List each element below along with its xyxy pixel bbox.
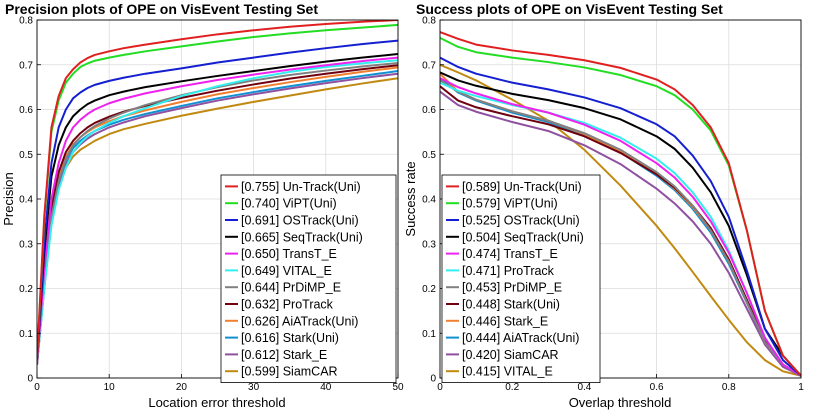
precision-series-line (37, 39, 398, 361)
success-legend-entry: [0.474] TransT_E (462, 247, 558, 261)
precision-legend-entry: [0.650] TransT_E (241, 247, 337, 261)
success-series-line (440, 90, 801, 377)
precision-lines-group (37, 20, 398, 365)
success-legend-entry: [0.420] SiamCAR (462, 348, 559, 362)
precision-chart: Precision plots of OPE on VisEvent Testi… (1, 1, 404, 410)
precision-y-tick-label: 0.2 (19, 284, 33, 295)
precision-series-line (37, 20, 398, 361)
success-y-tick-label: 0.6 (422, 105, 436, 116)
precision-x-tick-label: 40 (320, 382, 332, 393)
success-x-axis-label: Overlap threshold (569, 395, 672, 410)
precision-x-tick-label: 30 (248, 382, 260, 393)
precision-series-line (37, 56, 398, 365)
success-legend-entry: [0.504] SeqTrack(Uni) (462, 230, 584, 244)
success-x-tick-label: 0.8 (722, 382, 736, 393)
precision-legend-entry: [0.599] SiamCAR (241, 365, 338, 379)
precision-x-tick-label: 0 (34, 382, 40, 393)
precision-series-line (37, 64, 398, 365)
success-legend-entry: [0.471] ProTrack (462, 264, 555, 278)
success-y-tick-label: 0.8 (422, 16, 436, 27)
precision-legend-entry: [0.649] VITAL_E (241, 264, 332, 278)
success-y-tick-label: 0.1 (422, 329, 436, 340)
precision-y-axis-label: Precision (1, 172, 16, 225)
precision-y-tick-label: 0.8 (19, 16, 33, 27)
success-chart-title: Success plots of OPE on VisEvent Testing… (416, 1, 723, 17)
success-y-tick-label: 0.7 (422, 60, 436, 71)
success-legend-entry: [0.589] Un-Track(Uni) (462, 180, 582, 194)
success-series-line (440, 79, 801, 377)
precision-legend-entry: [0.740] ViPT(Uni) (241, 197, 337, 211)
precision-x-axis-label: Location error threshold (148, 395, 285, 410)
precision-legend-entry: [0.632] ProTrack (241, 298, 334, 312)
success-legend-entry: [0.448] Stark(Uni) (462, 298, 560, 312)
success-legend-entry: [0.579] ViPT(Uni) (462, 197, 558, 211)
precision-chart-title: Precision plots of OPE on VisEvent Testi… (5, 1, 318, 17)
success-series-lines (440, 31, 801, 377)
success-legend-box (441, 174, 601, 384)
precision-y-tick-label: 0.7 (19, 60, 33, 71)
precision-legend-entry: [0.626] AiATrack(Uni) (241, 314, 358, 328)
precision-legend-entry: [0.755] Un-Track(Uni) (241, 180, 361, 194)
precision-series-lines (37, 20, 398, 365)
precision-legend-box (220, 174, 397, 384)
precision-x-tick-label: 20 (176, 382, 188, 393)
precision-series-line (37, 53, 398, 361)
precision-y-tick-label: 0.4 (19, 195, 33, 206)
success-legend-entry: [0.446] Stark_E (462, 314, 548, 328)
precision-y-tick-label: 0 (27, 374, 33, 385)
precision-legend: [0.755] Un-Track(Uni) [0.740] ViPT(Uni) [0… (220, 174, 397, 384)
precision-legend-entry: [0.644] PrDiMP_E (241, 281, 341, 295)
success-y-tick-label: 0.5 (422, 150, 436, 161)
success-legend: [0.589] Un-Track(Uni) [0.579] ViPT(Uni) [0… (441, 174, 601, 384)
precision-y-tick-label: 0.5 (19, 150, 33, 161)
success-chart: Success plots of OPE on VisEvent Testing… (403, 1, 804, 410)
success-series-line (440, 77, 801, 377)
success-ticks: 0 0.2 0.4 0.6 0.8 1 0 0.1 0.2 0.3 0.4 0.5 0.6 0.7 0.8 (422, 16, 804, 394)
success-y-tick-label: 0 (430, 374, 436, 385)
success-lines-group (440, 31, 801, 377)
precision-y-tick-label: 0.1 (19, 329, 33, 340)
success-x-tick-label: 1 (798, 382, 804, 393)
precision-x-tick-label: 10 (104, 382, 116, 393)
precision-legend-entry: [0.616] Stark(Uni) (241, 331, 339, 345)
precision-legend-entry: [0.691] OSTrack(Uni) (241, 214, 359, 228)
success-y-tick-label: 0.4 (422, 195, 436, 206)
precision-series-line (37, 61, 398, 365)
success-legend-entry: [0.525] OSTrack(Uni) (462, 214, 580, 228)
success-y-tick-label: 0.3 (422, 239, 436, 250)
success-series-line (440, 31, 801, 377)
precision-legend-entry: [0.665] SeqTrack(Uni) (241, 230, 363, 244)
precision-ticks: 0 10 20 30 40 50 0 0.1 0.2 0.3 0.4 0.5 0.6 0.7 0.8 (19, 16, 404, 394)
success-legend-entry: [0.444] AiATrack(Uni) (462, 331, 579, 345)
success-y-axis-label: Success rate (403, 161, 418, 236)
success-legend-entry: [0.415] VITAL_E (462, 365, 553, 379)
success-x-tick-label: 0.4 (577, 382, 591, 393)
success-series-line (440, 56, 801, 377)
precision-y-tick-label: 0.6 (19, 105, 33, 116)
precision-series-line (37, 23, 398, 361)
success-y-tick-label: 0.2 (422, 284, 436, 295)
precision-legend-entry: [0.612] Stark_E (241, 348, 327, 362)
precision-series-line (37, 59, 398, 365)
success-legend-entry: [0.453] PrDiMP_E (462, 281, 562, 295)
success-x-tick-label: 0.6 (650, 382, 664, 393)
precision-y-tick-label: 0.3 (19, 239, 33, 250)
success-x-tick-label: 0 (437, 382, 443, 393)
precision-x-tick-label: 50 (392, 382, 404, 393)
success-x-tick-label: 0.2 (505, 382, 519, 393)
